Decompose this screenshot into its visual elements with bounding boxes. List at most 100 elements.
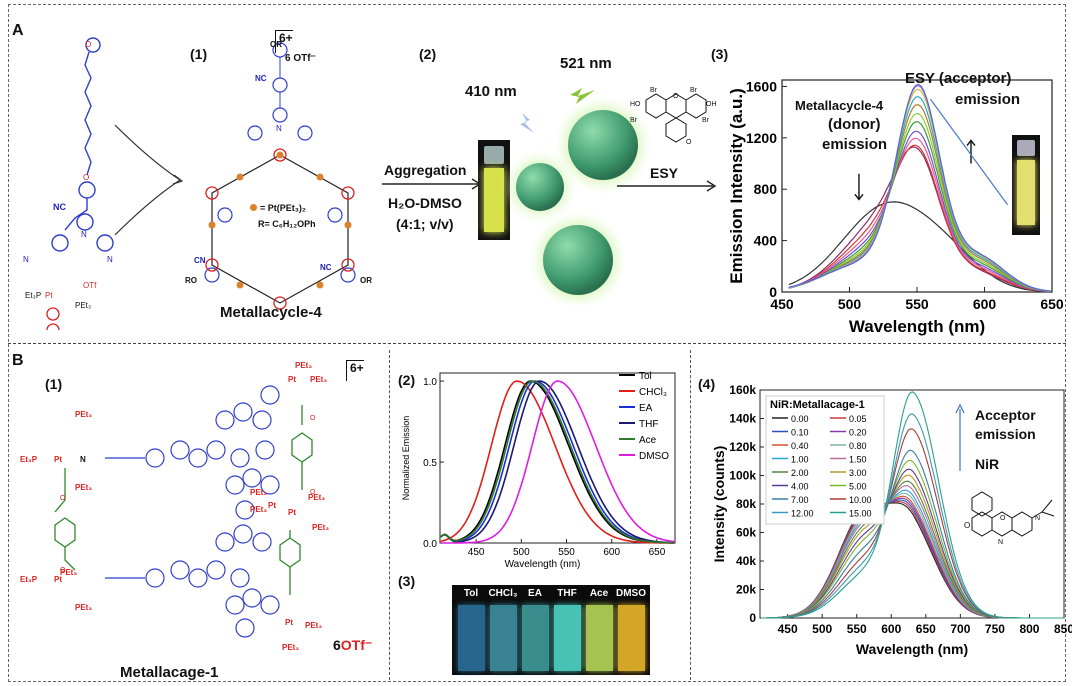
acceptor4-label-1: Acceptor: [975, 407, 1036, 423]
vial: [490, 605, 517, 671]
acceptor-label-1: ESY (acceptor): [905, 70, 1012, 87]
svg-text:OTf: OTf: [83, 281, 97, 290]
legend-title: NiR:Metallacage-1: [770, 399, 865, 411]
y-tick-label: 0: [749, 611, 756, 625]
series-line: [788, 201, 1051, 293]
panel-b-label: B: [12, 352, 24, 369]
x-tick-label: 550: [905, 296, 929, 312]
chart-intensity-counts: 450 500 550 600 650 700 750 800 850 0 20k 40k 60k 80k…: [712, 383, 1072, 657]
counterion-label: 6 OTf⁻: [285, 53, 316, 64]
vial-photo-a: [478, 140, 510, 240]
esy-label: ESY: [650, 165, 679, 181]
solvent-vials-photo: Tol CHCl₃ EA THF Ace DMSO: [452, 585, 650, 675]
donor-label-1: Metallacycle-4: [795, 98, 884, 113]
nir-label: NiR: [975, 456, 1000, 472]
excitation-wavelength: 410 nm: [465, 83, 517, 100]
series-line: [440, 380, 675, 544]
vial-label: Ace: [589, 588, 609, 599]
esy-arrow: [617, 180, 717, 192]
legend-r-label: R= C₆H₁₂OPh: [258, 219, 316, 229]
solvent-label: H₂O-DMSO: [388, 195, 462, 211]
series-line: [788, 121, 1051, 292]
svg-text:PEt₃: PEt₃: [312, 523, 329, 532]
nir-increase-arrow: [955, 403, 965, 471]
svg-text:Pt: Pt: [54, 455, 62, 464]
x-tick-label: 650: [916, 622, 936, 636]
series-line: [761, 391, 1064, 619]
sphere-large-bottom: [543, 225, 613, 295]
svg-text:O: O: [60, 567, 66, 574]
legend-label: 2.00: [791, 468, 809, 478]
svg-text:HO: HO: [630, 101, 641, 108]
svg-text:PEt₃: PEt₃: [295, 361, 312, 370]
acceptor-label-2: emission: [955, 91, 1021, 108]
legend-label: 5.00: [849, 482, 867, 492]
series-line: [788, 137, 1051, 292]
svg-text:Pt: Pt: [45, 291, 53, 300]
svg-text:N: N: [998, 539, 1003, 546]
panel-a3-label: (3): [711, 46, 729, 62]
svg-text:PEt₃: PEt₃: [75, 483, 92, 492]
svg-text:PEt₃: PEt₃: [305, 621, 322, 630]
x-tick-label: 550: [847, 622, 867, 636]
svg-text:N: N: [81, 230, 87, 239]
x-tick-label: 600: [881, 622, 901, 636]
svg-text:NC: NC: [320, 263, 332, 272]
acceptor4-label-2: emission: [975, 426, 1036, 442]
y-tick-label: 1.0: [423, 377, 437, 388]
panel-a-label: A: [12, 22, 24, 39]
y-tick-label: 1200: [746, 130, 777, 146]
svg-text:CN: CN: [194, 256, 206, 265]
trend-arrow: [930, 98, 1008, 205]
series-line: [788, 144, 1051, 293]
y-tick-label: 40k: [736, 554, 756, 568]
vial-photo-a3: [1012, 135, 1040, 235]
vial: [522, 605, 549, 671]
x-tick-label: 700: [950, 622, 970, 636]
svg-text:PEt₃: PEt₃: [75, 410, 92, 419]
metallacage-name: Metallacage-1: [120, 664, 219, 681]
svg-text:Et₃P: Et₃P: [25, 291, 41, 300]
donor-arrow-head: [854, 193, 864, 201]
series-line: [788, 146, 1051, 293]
y-tick-label: 1600: [746, 78, 777, 94]
svg-text:O: O: [85, 40, 91, 49]
panel-divider: [8, 343, 1066, 344]
svg-text:N: N: [23, 255, 29, 264]
svg-text:Br: Br: [650, 87, 658, 94]
legend-label: 1.00: [791, 455, 809, 465]
divider-b1: [389, 350, 390, 680]
y-tick-label: 80k: [736, 497, 756, 511]
svg-text:PEt₃: PEt₃: [75, 301, 91, 310]
legend-label: 7.00: [791, 495, 809, 505]
x-tick-label: 450: [778, 622, 798, 636]
y-tick-label: 20k: [736, 583, 756, 597]
panel-b1-label: (1): [45, 376, 63, 392]
donor-label-2: (donor): [828, 116, 881, 133]
esy-structure: Br Br HO OH Br Br O O: [630, 87, 717, 146]
vial-label: EA: [528, 588, 542, 599]
svg-text:O: O: [83, 173, 89, 182]
cage-charge-label: 6+: [346, 360, 364, 381]
legend-label: 0.05: [849, 414, 867, 424]
svg-text:O: O: [686, 139, 692, 146]
metallacycle-name: Metallacycle-4: [220, 304, 322, 321]
vial: [618, 605, 645, 671]
series-line: [440, 380, 675, 544]
svg-text:O: O: [964, 521, 970, 530]
svg-text:RO: RO: [185, 276, 197, 285]
svg-text:NC: NC: [53, 202, 66, 212]
vial: [458, 605, 485, 671]
sphere-small: [516, 163, 564, 211]
vial-label: Tol: [463, 588, 479, 599]
y-tick-label: 0: [769, 284, 777, 300]
y-tick-label: 400: [754, 233, 778, 249]
svg-text:NC: NC: [255, 74, 267, 83]
series-line: [788, 112, 1051, 292]
x-tick-label: 750: [985, 622, 1005, 636]
ratio-label: (4:1; v/v): [396, 216, 454, 232]
panel-a2-label: (2): [419, 46, 437, 62]
y-tick-label: 800: [754, 181, 778, 197]
y-tick-label: 60k: [736, 526, 756, 540]
plot-frame: [439, 372, 676, 544]
